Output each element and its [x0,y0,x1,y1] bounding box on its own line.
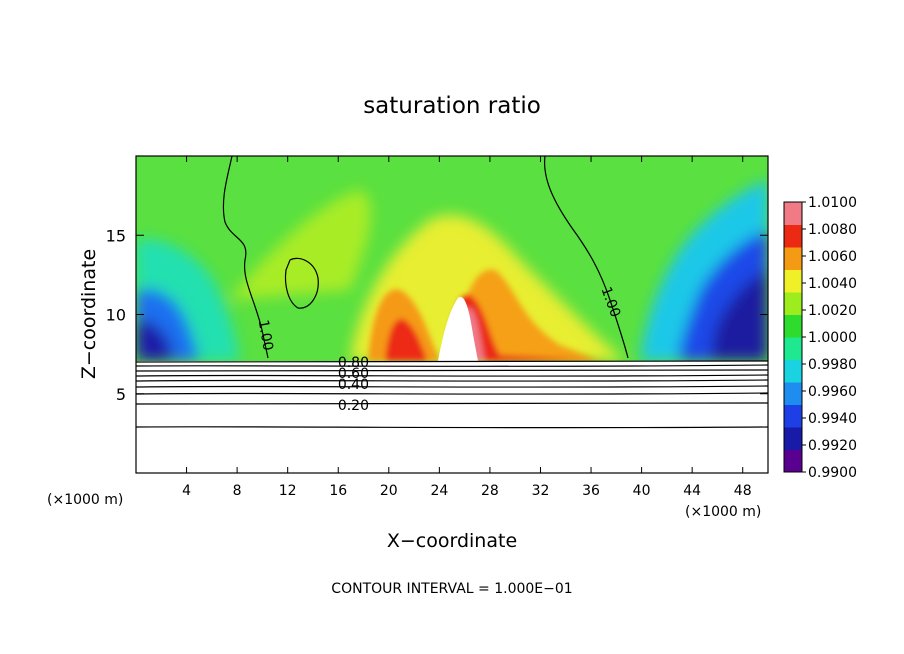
contour-0-10 [136,426,768,429]
colorbar-swatch [784,359,802,383]
colorbar-swatch [784,269,802,293]
contour-closed-1-00 [284,257,319,309]
y-tick-label: 15 [106,226,126,245]
colorbar-label: 1.0100 [808,195,857,211]
colorbar-label: 1.0080 [808,222,857,238]
colorbar-swatch [784,314,802,338]
x-tick-label: 4 [182,483,191,499]
colorbar-swatch [784,404,802,428]
colorbar-label: 1.0040 [808,276,857,292]
contour-1-00-right [544,156,629,359]
contour-0-20 [136,402,768,405]
colorbar-swatch [784,382,802,405]
contour-label: 0.80 [338,355,369,371]
contour-interval-note: CONTOUR INTERVAL = 1.000E−01 [331,581,572,597]
colorbar-label: 0.9960 [808,384,857,400]
colorbar-label: 1.0060 [808,249,857,265]
x-tick-label: 36 [582,483,600,499]
colorbar-swatch [784,224,802,248]
x-tick-label: 12 [279,483,297,499]
field-paleyellow-top [230,190,371,300]
contour-label: 0.40 [338,377,369,393]
contour-label: 1.00 [255,319,276,352]
colorbar-label: 0.9980 [808,357,857,373]
x-tick-label: 48 [734,483,752,499]
colorbar-label: 1.0000 [808,330,857,346]
y-axis: 5 10 15 [106,226,768,404]
x-axis: 4 8 12 16 20 24 28 32 36 40 44 48 [182,156,752,499]
x-tick-label: 44 [683,483,701,499]
x-tick-label: 8 [233,483,242,499]
field-navy-right [710,270,768,361]
field-red-left [385,319,428,361]
contour-label: 0.20 [338,398,369,414]
lower-region [136,361,768,473]
y-axis-label: Z−coordinate [78,249,100,379]
colorbar-label: 0.9940 [808,411,857,427]
x-axis-label: X−coordinate [387,530,517,552]
y-tick-label: 5 [116,385,126,404]
contour-lines [136,156,768,429]
colorbar-label: 0.9900 [808,465,857,481]
colorbar-swatch [784,292,802,315]
chart-title: saturation ratio [363,93,541,119]
x-tick-label: 16 [329,483,347,499]
contour-0-60 [136,374,768,377]
x-tick-label: 28 [481,483,499,499]
contour-0-90 [136,360,768,363]
y-tick-label: 10 [106,306,126,325]
colorbar: 1.0100 1.0080 1.0060 1.0040 1.0020 1.0000 0.99… [783,195,857,481]
contour-0-40 [136,385,768,388]
colorbar-swatch [784,202,802,225]
contour-0-80 [136,364,768,367]
contour-0-70 [136,369,768,372]
x-tick-label: 40 [633,483,651,499]
x-unit-right: (×1000 m) [685,504,761,520]
x-tick-label: 24 [430,483,448,499]
colorbar-label: 0.9920 [808,438,857,454]
contour-0-30 [136,392,768,395]
contour-1-00-left [222,156,269,359]
field-red-right [445,294,610,361]
colorbar-swatch [784,247,802,270]
x-tick-label: 20 [380,483,398,499]
x-tick-label: 32 [532,483,550,499]
x-unit-left: (×1000 m) [47,492,123,508]
field-white-patch [438,297,478,361]
field-navy-left [136,319,175,361]
colorbar-label: 1.0020 [808,303,857,319]
colorbar-swatch [784,427,802,450]
contour-label: 0.60 [338,366,369,382]
colorbar-swatch [784,337,802,360]
heatmap-field [136,156,768,473]
contour-0-50 [136,379,768,382]
colorbar-swatch [784,449,802,473]
